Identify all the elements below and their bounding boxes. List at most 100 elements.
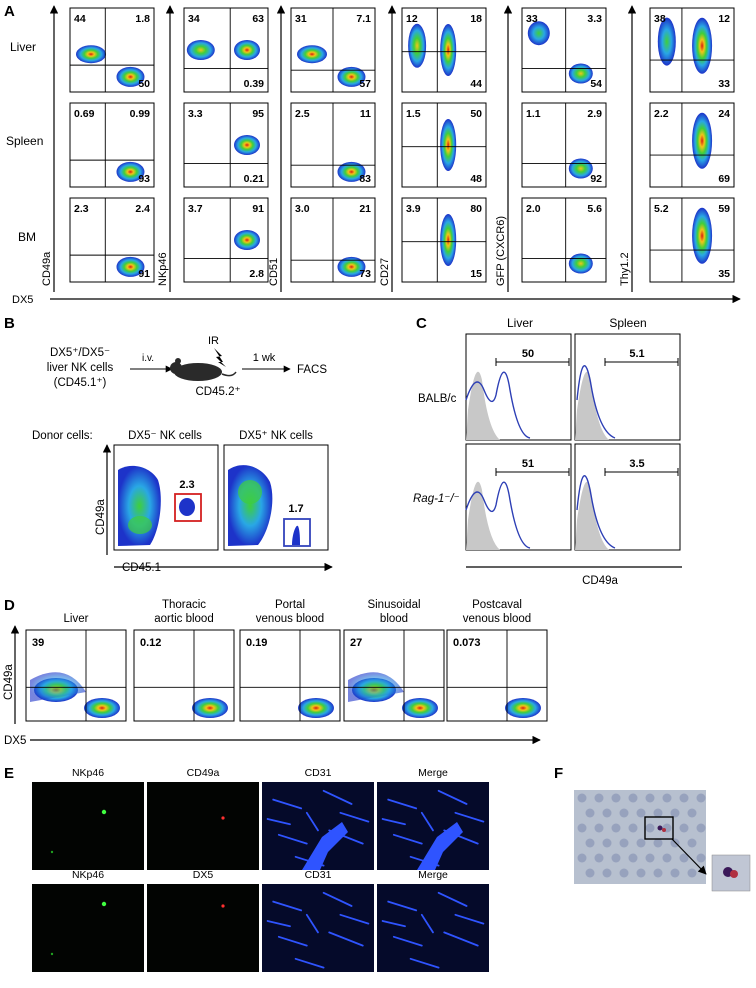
panel-c: C Liver Spleen BALB/c Rag-1⁻/⁻ 50 5.1 51 3.…	[413, 315, 682, 587]
donor-line-1: DX5⁺/DX5⁻	[50, 347, 110, 359]
ir-label: IR	[208, 335, 219, 347]
d-plot-title: Liver	[64, 613, 89, 625]
quadrant-value-lower-right: 15	[470, 268, 482, 280]
quadrant-value-lower-right: 50	[138, 78, 150, 90]
b-plot-dx5pos: 1.7	[223, 444, 329, 551]
flow-plot: 3.3 95 0.21	[183, 102, 269, 188]
micrograph: Merge	[377, 869, 489, 972]
micrograph: Merge	[377, 767, 489, 870]
d-plot-title: Portal	[275, 599, 305, 611]
panel-e: E NKp46 CD49a CD31 Merge NKp46 DX5 CD31 Merge	[4, 765, 489, 972]
quadrant-value-upper-right: 91	[252, 203, 264, 215]
donor-line-3: (CD45.1⁺)	[54, 377, 107, 389]
y-axis-label: Thy1.2	[619, 252, 631, 286]
micrograph: NKp46	[32, 869, 144, 972]
quadrant-value-lower-right: 48	[470, 173, 482, 185]
panel-c-row-rag: Rag-1⁻/⁻	[413, 493, 460, 505]
quadrant-value-upper-left: 2.2	[654, 108, 669, 120]
marker-group-1: NKp46 34 63 0.39 3.3 95 0.21 3.7 91 2.8	[157, 5, 269, 292]
lightning-icon	[214, 348, 226, 367]
panel-c-histograms: 50 5.1 51 3.5	[465, 333, 681, 551]
panel-c-x-axis-label: CD49a	[582, 575, 618, 587]
quadrant-value-upper-right: 11	[360, 108, 371, 120]
d-plot-title: blood	[380, 613, 408, 625]
histogram: 51	[465, 443, 572, 551]
y-axis-label: NKp46	[157, 252, 169, 286]
plot-title-dx5neg: DX5⁻ NK cells	[128, 430, 202, 442]
micrograph: DX5	[147, 869, 259, 972]
flow-plot: 2.0 5.6	[521, 197, 607, 283]
d-plot-title: aortic blood	[154, 613, 213, 625]
panel-c-letter: C	[416, 315, 427, 332]
recipient-label: CD45.2⁺	[195, 386, 240, 398]
b-value-dx5pos: 1.7	[288, 503, 303, 515]
quadrant-value-upper-right: 24	[718, 108, 730, 120]
panel-c-row-balbc: BALB/c	[418, 393, 457, 405]
quadrant-value-upper-left: 3.7	[188, 203, 203, 215]
flow-plot: 0.69 0.99 93	[69, 102, 155, 188]
panel-b: B DX5⁺/DX5⁻ liver NK cells (CD45.1⁺) i.v…	[4, 315, 333, 574]
quadrant-value-lower-right: 69	[718, 173, 730, 185]
quadrant-value-upper-left: 31	[295, 13, 307, 25]
gate-percent: 5.1	[629, 348, 644, 360]
flow-plot: 44 1.8 50	[69, 7, 155, 93]
flow-plot: 2.3 2.4 91	[69, 197, 155, 283]
panel-a-x-axis-label: DX5	[12, 294, 33, 306]
d-plot: Liver 39	[25, 613, 127, 722]
quadrant-value-upper-right: 50	[470, 108, 482, 120]
y-axis-label: CD49a	[41, 251, 53, 286]
quadrant-value-upper-right: 3.3	[587, 13, 602, 25]
flow-plot: 3.7 91 2.8	[183, 197, 269, 283]
quadrant-value-upper-left: 3.0	[295, 203, 310, 215]
micrograph: CD31	[262, 869, 374, 972]
flow-plot: 1.1 2.9 92	[521, 102, 607, 188]
quadrant-value-upper-right: 5.6	[587, 203, 602, 215]
b-plot-dx5neg: 2.3	[113, 444, 219, 551]
flow-plot: 31 7.1 57	[290, 7, 376, 93]
panel-c-col-spleen: Spleen	[609, 316, 646, 330]
panel-a-letter: A	[4, 3, 15, 20]
micrograph-label: CD31	[305, 767, 332, 779]
panel-f-letter: F	[554, 765, 563, 782]
micrograph-label: NKp46	[72, 869, 104, 881]
marker-group-3: CD27 12 18 44 1.5 50 48 3.9 80 15	[379, 5, 487, 292]
micrograph-label: NKp46	[72, 767, 104, 779]
quadrant-value-upper-left: 33	[526, 13, 538, 25]
panel-c-col-liver: Liver	[507, 316, 533, 330]
quadrant-value-upper-right: 1.8	[135, 13, 150, 25]
panel-b-x-axis-label: CD45.1	[122, 562, 161, 574]
panel-a: A Liver Spleen BM CD49a 44 1.8 50 0.69 0.99 93…	[4, 3, 741, 306]
marker-group-0: CD49a 44 1.8 50 0.69 0.99 93 2.3 2.4 91	[41, 5, 155, 292]
gate-percent: 50	[522, 348, 534, 360]
flow-plot: 12 18 44	[401, 7, 487, 93]
micrograph-label: Merge	[418, 767, 448, 779]
quadrant-value-upper-left: 1.1	[526, 108, 541, 120]
micrograph: NKp46	[32, 767, 144, 870]
flow-plot: 2.2 24 69	[649, 102, 735, 188]
quadrant-value-upper-left: 34	[188, 13, 200, 25]
d-plot-value: 0.073	[453, 637, 481, 649]
d-plot-title: Sinusoidal	[367, 599, 420, 611]
readout-label: FACS	[297, 364, 327, 376]
quadrant-value-upper-left: 38	[654, 13, 666, 25]
time-label: 1 wk	[253, 352, 276, 364]
panel-d: D Liver 39 Thoracic aortic blood 0.12 Portal v…	[3, 597, 548, 747]
micrograph-label: CD31	[305, 869, 332, 881]
quadrant-value-upper-right: 63	[252, 13, 264, 25]
quadrant-value-lower-right: 93	[138, 173, 150, 185]
y-axis-label: GFP (CXCR6)	[495, 216, 507, 286]
flow-plot: 3.0 21 73	[290, 197, 376, 283]
quadrant-value-lower-right: 73	[359, 268, 371, 280]
micrograph: CD31	[262, 767, 374, 870]
panel-d-plots: Liver 39 Thoracic aortic blood 0.12 Portal ven…	[25, 599, 548, 722]
micrograph-label: Merge	[418, 869, 448, 881]
panel-e-letter: E	[4, 765, 14, 782]
d-plot-value: 27	[350, 637, 362, 649]
panel-d-x-axis-label: DX5	[4, 735, 26, 747]
quadrant-value-lower-right: 44	[470, 78, 482, 90]
plot-title-dx5pos: DX5⁺ NK cells	[239, 430, 313, 442]
flow-plot: 38 12 33	[649, 7, 735, 93]
quadrant-value-lower-right: 0.39	[244, 78, 265, 90]
d-plot: Postcaval venous blood 0.073	[446, 599, 548, 722]
